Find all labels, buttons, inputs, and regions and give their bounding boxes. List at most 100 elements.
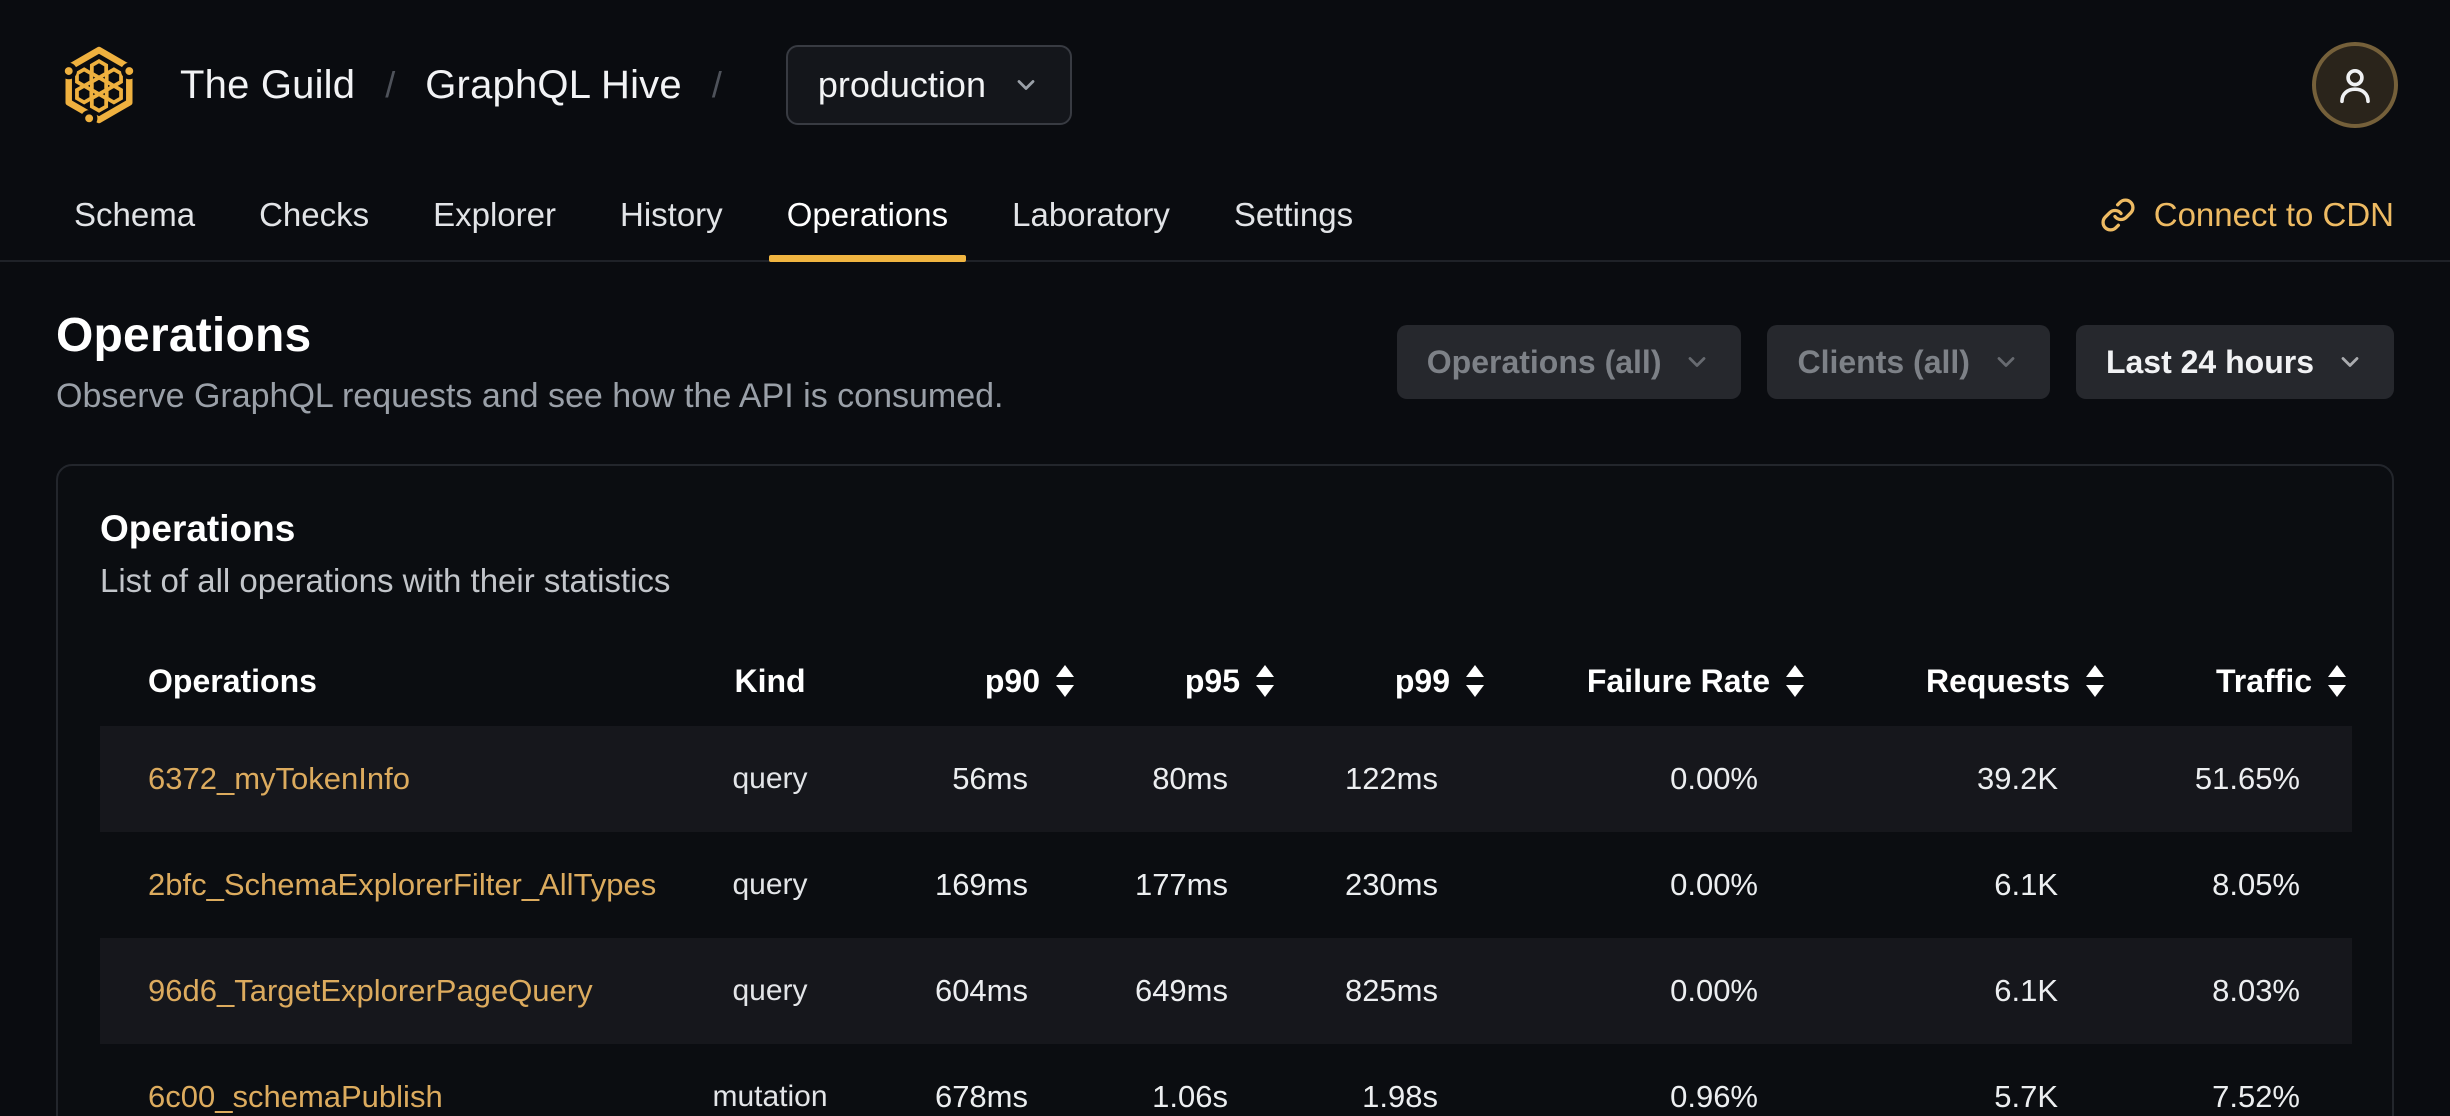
col-failure-rate: Failure Rate: [1586, 662, 1770, 699]
col-p90: p90: [984, 662, 1040, 699]
requests-cell: 39.2K: [1976, 761, 2058, 796]
p90-cell: 604ms: [934, 973, 1028, 1008]
user-avatar-button[interactable]: [2312, 42, 2398, 128]
connect-to-cdn-link[interactable]: Connect to CDN: [2100, 196, 2394, 234]
target-selector-value: production: [817, 64, 986, 105]
p95-cell: 80ms: [1152, 761, 1228, 796]
col-kind: Kind: [734, 662, 806, 699]
operation-link[interactable]: 6c00_schemaPublish: [148, 1079, 443, 1114]
kind-cell: mutation: [712, 1080, 828, 1113]
operations-filter-dropdown[interactable]: Operations (all): [1396, 325, 1742, 399]
card-title: Operations: [100, 508, 296, 549]
col-operations: Operations: [148, 662, 317, 699]
p90-cell: 678ms: [934, 1079, 1028, 1114]
kind-cell: query: [732, 762, 808, 795]
chevron-down-icon: [2341, 357, 2359, 367]
traffic-cell: 8.05%: [2212, 867, 2300, 902]
clients-filter-label: Clients (all): [1797, 343, 1970, 380]
operations-card: Operations List of all operations with t…: [56, 464, 2394, 1116]
tab-label: History: [620, 196, 723, 233]
page-subtitle: Observe GraphQL requests and see how the…: [56, 377, 1004, 415]
page-header-text: Operations Observe GraphQL requests and …: [56, 308, 1003, 416]
sort-arrows-icon[interactable]: [1466, 665, 1484, 697]
sort-arrows-icon[interactable]: [2328, 665, 2346, 697]
tab-label: Checks: [259, 196, 370, 233]
requests-cell: 6.1K: [1994, 973, 2058, 1008]
p90-cell: 169ms: [934, 867, 1028, 902]
target-selector-dropdown[interactable]: production: [785, 45, 1072, 125]
table-row: 96d6_TargetExplorerPageQuery query 604ms…: [100, 938, 2352, 1044]
traffic-cell: 51.65%: [2194, 761, 2300, 796]
chevron-down-icon: [1997, 357, 2015, 367]
page-header: Operations Observe GraphQL requests and …: [56, 308, 2394, 416]
requests-cell: 5.7K: [1994, 1079, 2058, 1114]
failure-rate-cell: 0.96%: [1670, 1079, 1758, 1114]
breadcrumb: The Guild / GraphQL Hive / production: [56, 42, 1072, 128]
sort-arrows-icon[interactable]: [2086, 665, 2104, 697]
p95-cell: 1.06s: [1152, 1079, 1228, 1114]
page-title: Operations: [56, 309, 312, 362]
p99-cell: 825ms: [1344, 973, 1438, 1008]
sort-arrows-icon[interactable]: [1786, 665, 1804, 697]
col-p99: p99: [1394, 662, 1450, 699]
breadcrumb-separator: /: [385, 64, 396, 105]
failure-rate-cell: 0.00%: [1670, 761, 1758, 796]
operation-link[interactable]: 2bfc_SchemaExplorerFilter_AllTypes: [148, 867, 657, 902]
p99-cell: 1.98s: [1362, 1079, 1438, 1114]
sort-arrows-icon[interactable]: [1056, 665, 1074, 697]
operation-link[interactable]: 96d6_TargetExplorerPageQuery: [148, 973, 593, 1008]
table-row: 2bfc_SchemaExplorerFilter_AllTypes query…: [100, 832, 2352, 938]
breadcrumb-separator: /: [711, 64, 722, 105]
kind-cell: query: [732, 868, 808, 901]
traffic-cell: 7.52%: [2212, 1079, 2300, 1114]
p90-cell: 56ms: [952, 761, 1028, 796]
tab-label: Operations: [786, 196, 949, 233]
period-filter-label: Last 24 hours: [2105, 343, 2314, 380]
tab-laboratory[interactable]: Laboratory: [994, 170, 1188, 260]
tab-explorer[interactable]: Explorer: [415, 170, 574, 260]
tab-history[interactable]: History: [602, 170, 741, 260]
tab-operations[interactable]: Operations: [768, 170, 967, 262]
failure-rate-cell: 0.00%: [1670, 867, 1758, 902]
hive-logo-icon: [60, 46, 138, 127]
tab-label: Schema: [74, 196, 196, 233]
chevron-down-icon: [1689, 357, 1706, 367]
col-requests: Requests: [1925, 662, 2070, 699]
tab-settings[interactable]: Settings: [1216, 170, 1371, 260]
tab-label: Settings: [1233, 196, 1354, 233]
org-name[interactable]: The Guild: [180, 62, 356, 107]
p95-cell: 177ms: [1134, 867, 1228, 902]
operations-table: Operations Kind p90 p95 p99 Failure Rate…: [100, 636, 2352, 1116]
filter-group: Operations (all) Clients (all) Last 24 h…: [1396, 325, 2394, 399]
col-p95: p95: [1184, 662, 1240, 699]
project-name[interactable]: GraphQL Hive: [425, 62, 682, 107]
main-nav: Schema Checks Explorer History Operation…: [0, 170, 2450, 262]
operations-filter-label: Operations (all): [1426, 343, 1662, 380]
clients-filter-dropdown[interactable]: Clients (all): [1767, 325, 2050, 399]
cdn-link-label: Connect to CDN: [2153, 196, 2394, 233]
chevron-down-icon: [1017, 80, 1035, 90]
p95-cell: 649ms: [1134, 973, 1228, 1008]
operation-link[interactable]: 6372_myTokenInfo: [148, 761, 410, 796]
p99-cell: 230ms: [1344, 867, 1438, 902]
app-header: The Guild / GraphQL Hive / production: [0, 0, 2450, 170]
col-traffic: Traffic: [2215, 662, 2312, 699]
tab-checks[interactable]: Checks: [241, 170, 387, 260]
table-row: 6372_myTokenInfo query 56ms 80ms 122ms 0…: [100, 726, 2352, 832]
sort-arrows-icon[interactable]: [1256, 665, 1274, 697]
person-icon: [2340, 68, 2370, 104]
period-filter-dropdown[interactable]: Last 24 hours: [2075, 325, 2394, 399]
p99-cell: 122ms: [1344, 761, 1438, 796]
nav-right: Connect to CDN: [2100, 170, 2394, 260]
tab-label: Explorer: [433, 196, 556, 233]
table-header-row: Operations Kind p90 p95 p99 Failure Rate…: [100, 636, 2352, 726]
card-subtitle: List of all operations with their statis…: [100, 562, 671, 599]
nav-tabs: Schema Checks Explorer History Operation…: [56, 170, 1371, 262]
traffic-cell: 8.03%: [2212, 973, 2300, 1008]
failure-rate-cell: 0.00%: [1670, 973, 1758, 1008]
link-chain-icon: [2101, 198, 2135, 232]
tab-schema[interactable]: Schema: [56, 170, 213, 260]
tab-label: Laboratory: [1012, 196, 1170, 233]
kind-cell: query: [732, 974, 808, 1007]
table-row: 6c00_schemaPublish mutation 678ms 1.06s …: [100, 1044, 2352, 1116]
